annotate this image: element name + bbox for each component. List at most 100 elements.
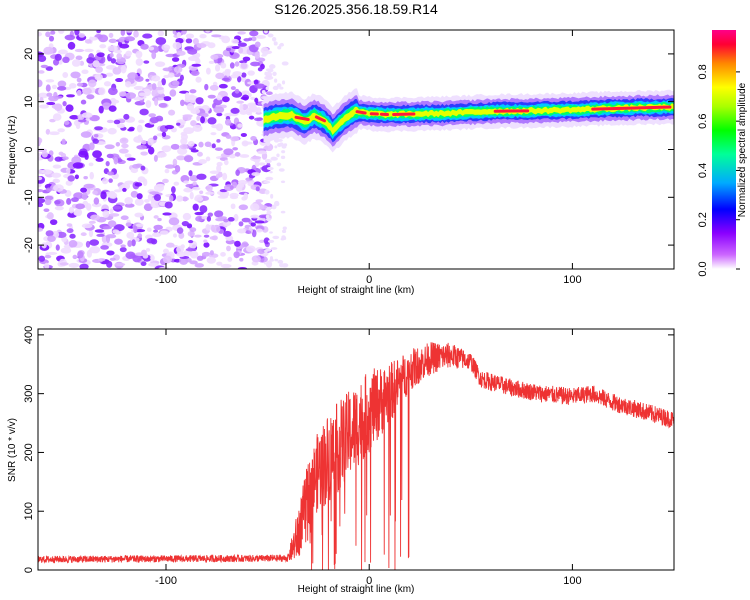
noise-speck: [120, 30, 126, 36]
noise-speck: [66, 94, 75, 98]
noise-speck: [263, 81, 269, 84]
noise-speck: [94, 126, 103, 131]
noise-speck: [264, 249, 268, 253]
noise-speck: [165, 164, 175, 169]
noise-speck: [120, 65, 127, 74]
noise-speck: [43, 51, 53, 55]
noise-speck: [277, 138, 283, 142]
noise-speck: [146, 227, 152, 232]
noise-speck: [153, 224, 163, 230]
noise-speck: [273, 41, 278, 46]
noise-speck: [168, 217, 180, 226]
noise-speck: [145, 78, 150, 82]
noise-speck: [106, 153, 114, 159]
noise-speck: [233, 213, 239, 222]
noise-speck: [214, 147, 223, 151]
noise-speck: [207, 42, 216, 49]
noise-speck: [208, 60, 215, 64]
noise-speck: [110, 58, 117, 64]
snr-xlabel: Height of straight line (km): [298, 584, 415, 595]
noise-speck: [266, 68, 274, 73]
noise-speck: [86, 57, 95, 64]
noise-speck: [249, 30, 259, 37]
noise-speck: [230, 74, 239, 79]
noise-speck: [276, 162, 282, 167]
noise-speck: [234, 240, 241, 247]
noise-speck: [250, 203, 260, 212]
noise-speck: [89, 239, 100, 246]
noise-speck: [263, 30, 268, 34]
noise-speck: [154, 61, 166, 67]
noise-speck: [223, 148, 234, 156]
noise-speck: [231, 38, 240, 44]
noise-speck: [101, 234, 107, 243]
noise-speck: [38, 92, 49, 99]
noise-speck: [81, 112, 93, 119]
y-tick-label: 20: [23, 48, 35, 60]
noise-speck: [230, 107, 240, 114]
noise-speck: [88, 79, 97, 88]
noise-speck: [241, 90, 250, 95]
noise-speck: [133, 136, 144, 143]
signal-band: [263, 88, 674, 153]
noise-speck: [227, 217, 235, 222]
noise-speck: [105, 234, 117, 239]
noise-speck: [225, 70, 231, 77]
noise-speck: [265, 214, 270, 219]
noise-speck: [108, 178, 113, 183]
noise-speck: [112, 229, 120, 234]
spectrogram-background: [38, 30, 674, 269]
noise-speck: [162, 67, 173, 72]
noise-speck: [189, 175, 199, 182]
noise-speck: [57, 80, 67, 88]
noise-speck: [192, 186, 201, 191]
noise-speck: [234, 61, 240, 67]
noise-speck: [198, 141, 204, 148]
noise-speck: [138, 119, 145, 124]
noise-speck: [261, 54, 267, 57]
noise-speck: [149, 191, 160, 195]
noise-speck: [179, 144, 188, 150]
signal-peak-ridge: [591, 105, 672, 111]
noise-speck: [107, 220, 117, 228]
noise-speck: [141, 140, 147, 145]
noise-speck: [272, 71, 277, 76]
noise-speck: [41, 169, 53, 175]
noise-speck: [157, 30, 165, 37]
noise-speck: [250, 222, 256, 227]
noise-speck: [205, 30, 211, 33]
noise-speck: [180, 133, 189, 141]
noise-speck: [58, 49, 68, 55]
noise-speck: [119, 247, 127, 253]
noise-speck: [228, 153, 236, 159]
noise-speck: [45, 79, 55, 83]
noise-speck: [69, 83, 77, 89]
noise-speck: [88, 162, 94, 167]
noise-speck: [88, 229, 94, 238]
noise-speck: [151, 83, 157, 91]
noise-speck: [276, 83, 282, 88]
noise-speck: [153, 154, 158, 162]
noise-speck: [137, 233, 143, 239]
noise-speck: [77, 251, 84, 259]
noise-speck: [254, 117, 263, 122]
noise-speck: [44, 262, 50, 269]
noise-speck: [151, 232, 162, 238]
noise-speck: [139, 108, 149, 116]
noise-speck: [144, 198, 150, 203]
colorbar-tick-label: 0.4: [697, 163, 709, 178]
noise-speck: [100, 191, 107, 200]
noise-speck: [257, 205, 269, 210]
noise-speck: [132, 163, 141, 169]
noise-speck: [153, 135, 158, 141]
noise-speck: [150, 200, 161, 209]
noise-speck: [74, 174, 79, 180]
spectrogram-ylabel: Frequency (Hz): [7, 116, 18, 185]
noise-speck: [47, 235, 56, 242]
noise-speck: [107, 45, 118, 52]
noise-speck: [217, 195, 229, 199]
noise-speck: [198, 159, 207, 164]
noise-speck: [45, 66, 54, 71]
noise-speck: [194, 263, 204, 268]
colorbar-label: Normalized spectral amplitude: [737, 82, 748, 217]
